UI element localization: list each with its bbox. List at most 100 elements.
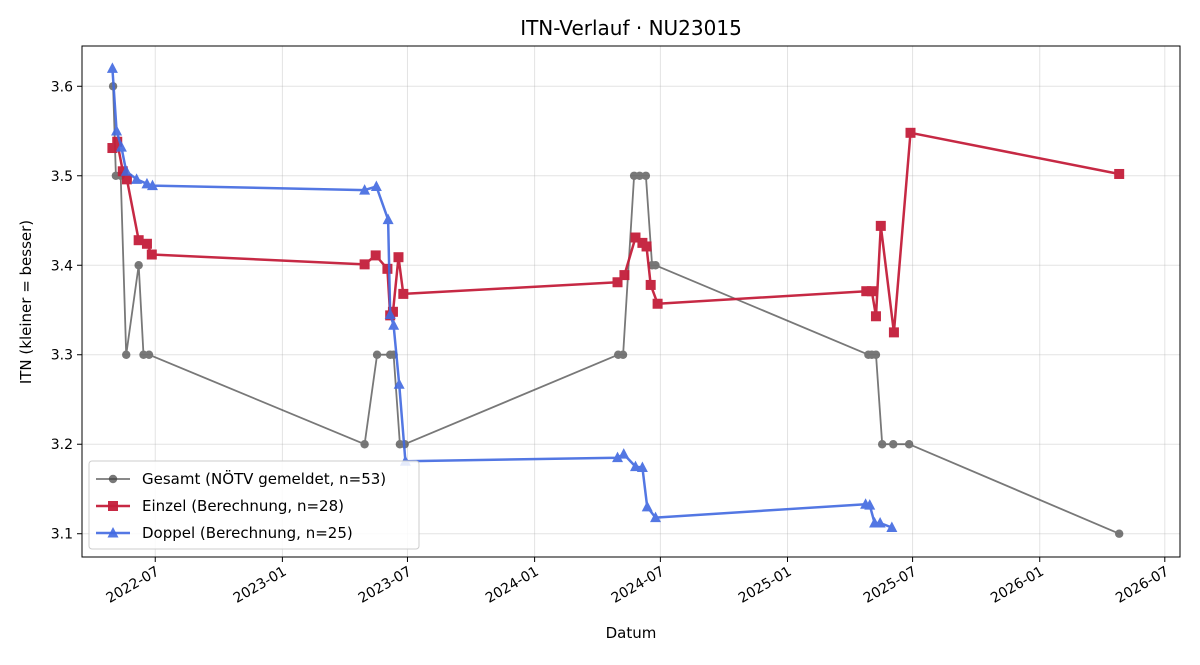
series-3 [106, 62, 898, 532]
x-tick-label: 2025-01 [736, 564, 795, 607]
x-tick-label: 2025-07 [861, 564, 920, 607]
legend-label: Gesamt (NÖTV gemeldet, n=53) [142, 469, 386, 488]
data-point [635, 171, 644, 180]
data-point [111, 125, 123, 136]
data-point [652, 298, 663, 309]
data-point [874, 516, 886, 528]
legend-item: Einzel (Berechnung, n=28) [96, 497, 344, 515]
data-point [370, 180, 382, 192]
data-point [871, 350, 881, 359]
data-point [629, 460, 641, 472]
data-point [905, 127, 916, 138]
data-point [382, 213, 394, 225]
y-tick-label: 3.6 [51, 79, 73, 95]
chart-title: ITN-Verlauf · NU23015 [520, 16, 742, 40]
data-point [133, 235, 144, 246]
data-point [618, 448, 630, 459]
data-point [387, 306, 398, 317]
data-point [612, 451, 624, 463]
data-point [121, 174, 132, 185]
series-line [111, 68, 893, 529]
data-point [370, 250, 381, 261]
series-area [106, 62, 1125, 538]
legend-label: Einzel (Berechnung, n=28) [142, 497, 344, 515]
data-point [645, 279, 656, 290]
data-point [1114, 529, 1124, 538]
series-2 [107, 127, 1125, 338]
data-point [107, 143, 118, 154]
data-point [360, 440, 369, 449]
x-tick-label: 2026-01 [988, 564, 1047, 607]
y-tick-label: 3.5 [51, 169, 73, 185]
data-point [641, 241, 652, 252]
data-point [877, 440, 887, 449]
data-point [146, 179, 158, 191]
y-tick-label: 3.3 [51, 348, 73, 364]
data-point [612, 277, 623, 288]
data-point [393, 252, 404, 263]
series-1 [108, 82, 1124, 538]
data-point [398, 288, 409, 299]
y-axis-label: ITN (kleiner = besser) [17, 220, 35, 384]
data-point [393, 378, 405, 389]
data-point [131, 173, 143, 184]
data-point [618, 350, 628, 359]
legend-marker [108, 501, 118, 511]
y-tick-label: 3.1 [51, 527, 73, 543]
data-point [106, 62, 118, 73]
data-point [122, 350, 131, 359]
series-line [111, 131, 1120, 334]
data-point [619, 270, 630, 281]
legend-item: Doppel (Berechnung, n=25) [96, 524, 353, 542]
data-point [630, 232, 641, 243]
y-tick-label: 3.4 [51, 258, 73, 274]
legend: Gesamt (NÖTV gemeldet, n=53) Einzel (Bere… [88, 460, 420, 550]
data-point [112, 136, 123, 147]
x-tick-label: 2024-07 [609, 564, 668, 607]
data-point [134, 261, 143, 270]
data-point [870, 311, 881, 322]
data-point [861, 286, 872, 297]
data-point [141, 238, 152, 249]
data-point [115, 141, 127, 152]
data-point [866, 286, 877, 297]
x-axis-label: Datum [606, 624, 657, 642]
data-point [120, 165, 132, 176]
data-point [636, 461, 648, 473]
data-point [886, 521, 898, 532]
x-tick-label: 2023-01 [231, 564, 290, 607]
x-tick-label: 2023-07 [356, 564, 415, 607]
data-point [864, 499, 876, 510]
data-point [875, 220, 886, 231]
legend-marker [107, 527, 119, 538]
data-point [359, 259, 370, 270]
data-point [889, 440, 898, 449]
data-point [384, 308, 396, 319]
data-point [117, 166, 128, 177]
data-point [388, 319, 400, 330]
plot-frame [81, 45, 1181, 558]
x-tick-label: 2022-07 [104, 564, 163, 607]
legend-item: Gesamt (NÖTV gemeldet, n=53) [96, 469, 386, 488]
legend-marker [108, 474, 118, 484]
y-axis: 3.1 3.2 3.3 3.4 3.5 3.6 [51, 79, 82, 543]
data-point [372, 350, 382, 359]
x-tick-label: 2024-01 [483, 564, 542, 607]
legend-label: Doppel (Berechnung, n=25) [142, 524, 353, 542]
data-point [1114, 168, 1125, 179]
data-point [904, 440, 914, 449]
data-point [382, 263, 393, 274]
data-point [359, 184, 371, 195]
data-point [651, 261, 660, 270]
data-point [641, 500, 653, 512]
data-point [650, 511, 662, 523]
x-tick-label: 2026-07 [1113, 564, 1172, 607]
legend-box [88, 460, 420, 550]
y-tick-label: 3.2 [51, 437, 73, 453]
x-axis: 2022-07 2023-01 2023-07 2024-01 2024-07 2025-… [104, 557, 1172, 607]
data-point [641, 171, 651, 180]
data-point [888, 327, 899, 338]
data-point [146, 249, 157, 260]
